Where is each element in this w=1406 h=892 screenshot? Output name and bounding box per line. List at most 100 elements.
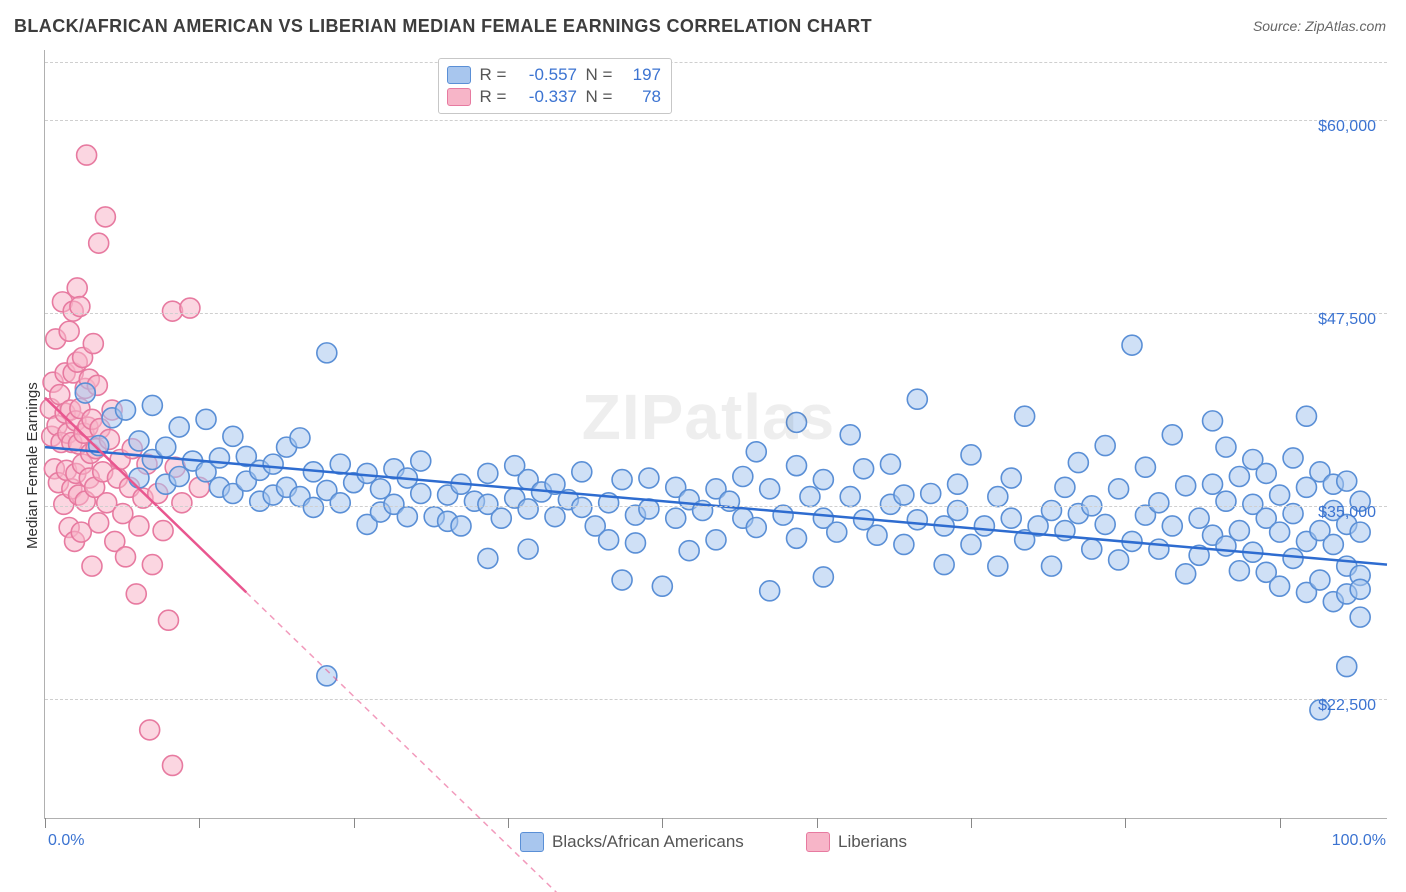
data-point xyxy=(840,425,860,445)
data-point xyxy=(1296,406,1316,426)
data-point xyxy=(773,505,793,525)
series-legend-item: Blacks/African Americans xyxy=(520,832,744,852)
data-point xyxy=(142,555,162,575)
data-point xyxy=(988,556,1008,576)
data-point xyxy=(625,533,645,553)
data-point xyxy=(153,521,173,541)
data-point xyxy=(140,720,160,740)
y-tick-label: $35,000 xyxy=(1318,504,1376,522)
legend-R-label: R = xyxy=(478,86,508,108)
data-point xyxy=(813,470,833,490)
data-point xyxy=(129,431,149,451)
data-point xyxy=(162,301,182,321)
data-point xyxy=(787,528,807,548)
data-point xyxy=(1095,436,1115,456)
x-tick xyxy=(508,818,509,828)
data-point xyxy=(800,487,820,507)
data-point xyxy=(518,499,538,519)
data-point xyxy=(1270,522,1290,542)
data-point xyxy=(974,516,994,536)
x-axis-max-label: 100.0% xyxy=(1332,832,1386,850)
x-tick xyxy=(817,818,818,828)
data-point xyxy=(948,500,968,520)
data-point xyxy=(478,463,498,483)
legend-N-value: 78 xyxy=(621,86,661,108)
data-point xyxy=(961,445,981,465)
data-point xyxy=(746,517,766,537)
data-point xyxy=(1042,556,1062,576)
data-point xyxy=(706,530,726,550)
data-point xyxy=(95,207,115,227)
data-point xyxy=(411,451,431,471)
legend-series-label: Liberians xyxy=(838,832,907,852)
y-tick-label: $47,500 xyxy=(1318,311,1376,329)
data-point xyxy=(1270,485,1290,505)
data-point xyxy=(75,383,95,403)
data-point xyxy=(478,548,498,568)
data-point xyxy=(1323,534,1343,554)
data-point xyxy=(1055,477,1075,497)
legend-row: R = -0.337 N = 78 xyxy=(447,86,661,108)
data-point xyxy=(1283,448,1303,468)
data-point xyxy=(196,409,216,429)
data-point xyxy=(77,145,97,165)
data-point xyxy=(1337,471,1357,491)
data-point xyxy=(612,470,632,490)
data-point xyxy=(840,487,860,507)
data-point xyxy=(813,567,833,587)
legend-N-label: N = xyxy=(584,64,614,86)
gridline xyxy=(45,62,1387,63)
data-point xyxy=(1350,607,1370,627)
data-point xyxy=(89,513,109,533)
data-point xyxy=(1256,463,1276,483)
legend-R-value: -0.337 xyxy=(515,86,577,108)
data-point xyxy=(411,483,431,503)
data-point xyxy=(1350,522,1370,542)
chart-title: BLACK/AFRICAN AMERICAN VS LIBERIAN MEDIA… xyxy=(14,16,872,37)
data-point xyxy=(129,468,149,488)
data-point xyxy=(1176,564,1196,584)
gridline xyxy=(45,506,1387,507)
data-point xyxy=(1283,548,1303,568)
data-point xyxy=(787,456,807,476)
data-point xyxy=(733,466,753,486)
gridline xyxy=(45,313,1387,314)
data-point xyxy=(317,666,337,686)
data-point xyxy=(451,516,471,536)
x-tick xyxy=(354,818,355,828)
data-point xyxy=(1229,561,1249,581)
data-point xyxy=(880,454,900,474)
data-point xyxy=(854,459,874,479)
data-point xyxy=(599,530,619,550)
legend-swatch xyxy=(806,832,830,852)
legend-N-label: N = xyxy=(584,86,614,108)
data-point xyxy=(1162,425,1182,445)
data-point xyxy=(129,516,149,536)
x-tick xyxy=(199,818,200,828)
legend-N-value: 197 xyxy=(621,64,661,86)
data-point xyxy=(907,510,927,530)
data-point xyxy=(948,474,968,494)
x-tick xyxy=(662,818,663,828)
correlation-legend: R =-0.557N =197R =-0.337N =78 xyxy=(438,58,672,114)
data-point xyxy=(180,298,200,318)
data-point xyxy=(89,233,109,253)
data-point xyxy=(572,462,592,482)
data-point xyxy=(1350,579,1370,599)
source-name: ZipAtlas.com xyxy=(1305,18,1386,34)
x-axis-min-label: 0.0% xyxy=(48,832,84,850)
data-point xyxy=(894,534,914,554)
data-point xyxy=(545,507,565,527)
plot-area: ZIPatlas xyxy=(44,50,1387,819)
data-point xyxy=(1149,539,1169,559)
data-point xyxy=(59,321,79,341)
data-point xyxy=(169,417,189,437)
y-axis-title: Median Female Earnings xyxy=(24,382,41,549)
data-point xyxy=(142,395,162,415)
data-point xyxy=(867,525,887,545)
data-point xyxy=(760,581,780,601)
y-tick-label: $60,000 xyxy=(1318,118,1376,136)
data-point xyxy=(491,508,511,528)
data-point xyxy=(1189,508,1209,528)
data-point xyxy=(172,493,192,513)
